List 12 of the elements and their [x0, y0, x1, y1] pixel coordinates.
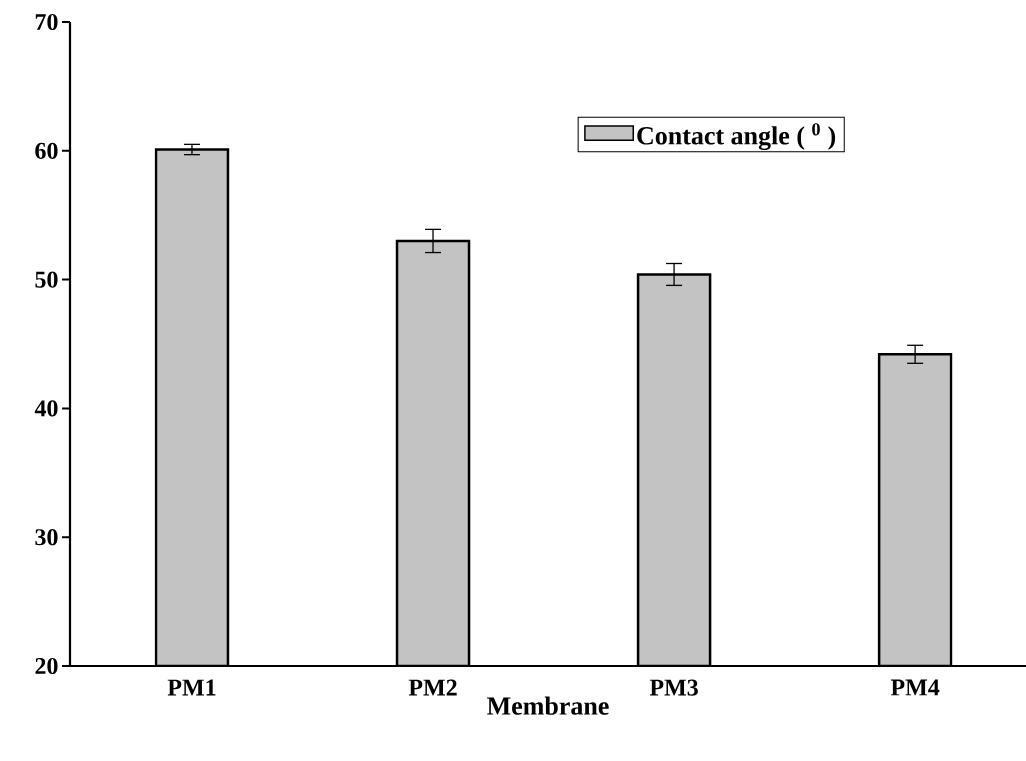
legend-label: Contact angle ( $^{0}$ ) [637, 123, 836, 151]
x-tick-label: PM3 [649, 679, 698, 696]
x-tick-label: PM4 [890, 679, 940, 696]
y-tick-label: 30 [35, 529, 58, 546]
y-tick-label: 60 [35, 142, 58, 159]
y-tick-label: 20 [35, 657, 58, 675]
x-tick-label: PM2 [408, 679, 457, 696]
x-axis-title: Membrane [487, 696, 609, 715]
y-tick-label: 70 [35, 13, 58, 31]
y-tick-label: 50 [35, 271, 58, 288]
x-tick-label: PM1 [167, 679, 216, 696]
y-tick-label: 40 [34, 400, 58, 417]
